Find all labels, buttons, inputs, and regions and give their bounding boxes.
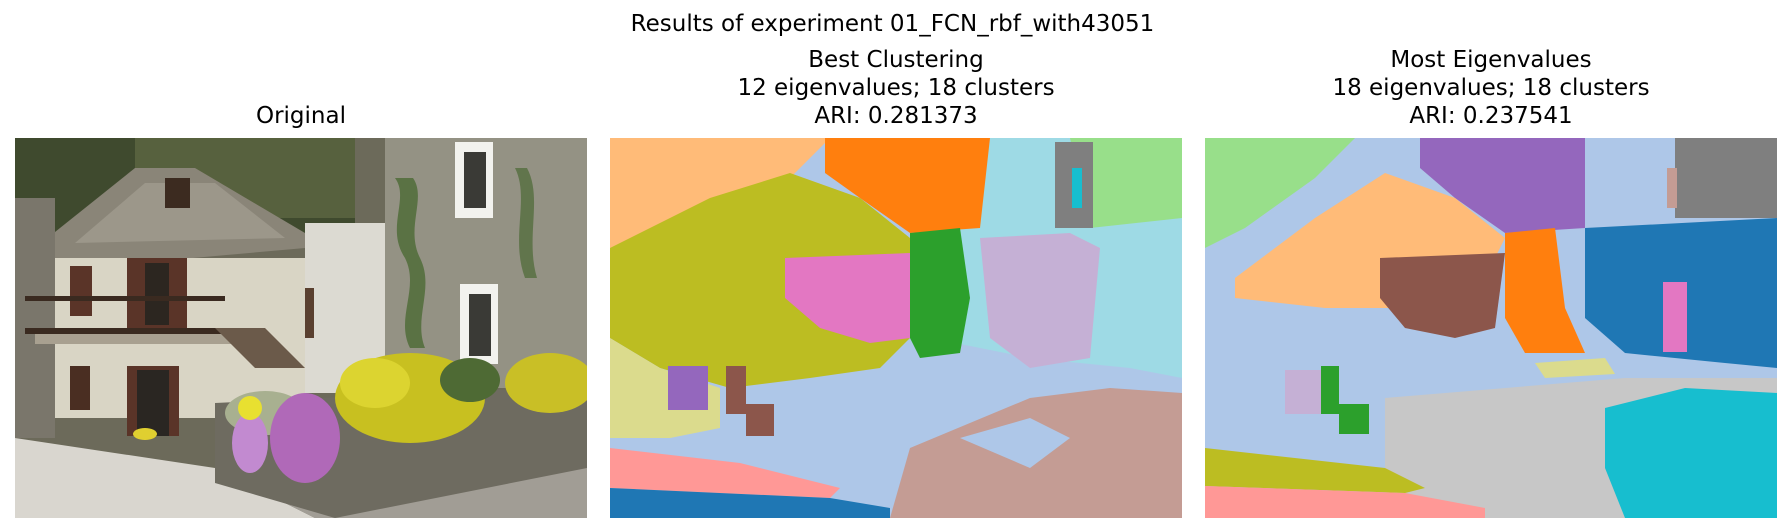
panel-title-line: ARI: 0.237541 xyxy=(1409,103,1573,129)
segmentation-map-best xyxy=(610,138,1182,518)
segmentation-map-most xyxy=(1205,138,1777,518)
panel-title-line: Most Eigenvalues xyxy=(1390,47,1592,73)
panel-title: Best Clustering 12 eigenvalues; 18 clust… xyxy=(610,46,1182,130)
panel-title-line: ARI: 0.281373 xyxy=(814,103,978,129)
panel-title: Original xyxy=(15,102,587,130)
panel-title: Most Eigenvalues 18 eigenvalues; 18 clus… xyxy=(1205,46,1777,130)
original-photo xyxy=(15,138,587,518)
panel-title-line: 18 eigenvalues; 18 clusters xyxy=(1332,75,1650,101)
panel-title-line: Original xyxy=(255,103,346,129)
figure-suptitle: Results of experiment 01_FCN_rbf_with430… xyxy=(630,11,1155,37)
panel-title-line: Best Clustering xyxy=(808,47,984,73)
panel-title-line: 12 eigenvalues; 18 clusters xyxy=(737,75,1055,101)
